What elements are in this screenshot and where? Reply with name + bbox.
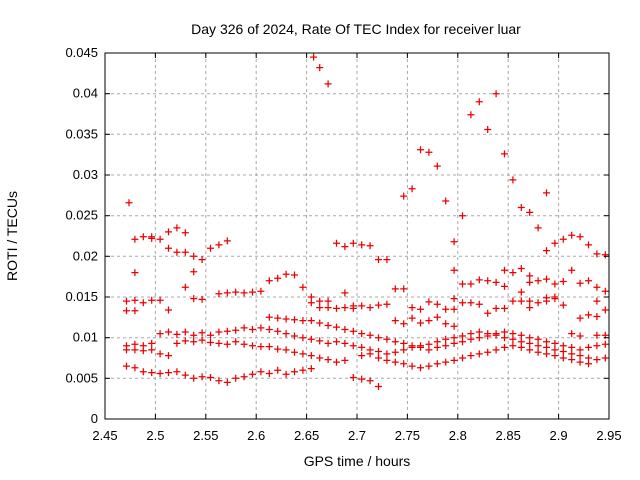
x-tick-label: 2.5 xyxy=(146,428,164,443)
x-tick-label: 2.45 xyxy=(92,428,117,443)
chart-title: Day 326 of 2024, Rate Of TEC Index for r… xyxy=(191,21,521,37)
x-tick-label: 2.9 xyxy=(550,428,568,443)
gridlines xyxy=(105,53,609,419)
y-tick-label: 0.03 xyxy=(73,167,98,182)
y-tick-label: 0.045 xyxy=(65,45,98,60)
y-tick-label: 0.005 xyxy=(65,370,98,385)
tick-labels: 2.45 2.5 2.55 2.6 2.65 2.7 2.75 2.8 2.85 2.9 2.95 0… xyxy=(65,45,621,443)
y-tick-label: 0.04 xyxy=(73,86,98,101)
scatter-points xyxy=(123,53,609,390)
x-tick-label: 2.75 xyxy=(395,428,420,443)
y-tick-label: 0.01 xyxy=(73,330,98,345)
y-tick-label: 0.025 xyxy=(65,208,98,223)
x-tick-label: 2.95 xyxy=(596,428,621,443)
y-tick-label: 0.02 xyxy=(73,248,98,263)
y-tick-label: 0.015 xyxy=(65,289,98,304)
x-axis-label: GPS time / hours xyxy=(304,453,411,469)
y-tick-label: 0 xyxy=(91,411,98,426)
x-tick-label: 2.65 xyxy=(294,428,319,443)
x-tick-label: 2.7 xyxy=(348,428,366,443)
axes-border xyxy=(104,52,610,420)
y-tick-label: 0.035 xyxy=(65,126,98,141)
x-tick-label: 2.8 xyxy=(449,428,467,443)
data-point-markers xyxy=(123,53,609,390)
x-tick-label: 2.55 xyxy=(193,428,218,443)
y-axis-label: ROTI / TECUs xyxy=(4,191,20,281)
x-tick-label: 2.85 xyxy=(496,428,521,443)
x-tick-label: 2.6 xyxy=(247,428,265,443)
